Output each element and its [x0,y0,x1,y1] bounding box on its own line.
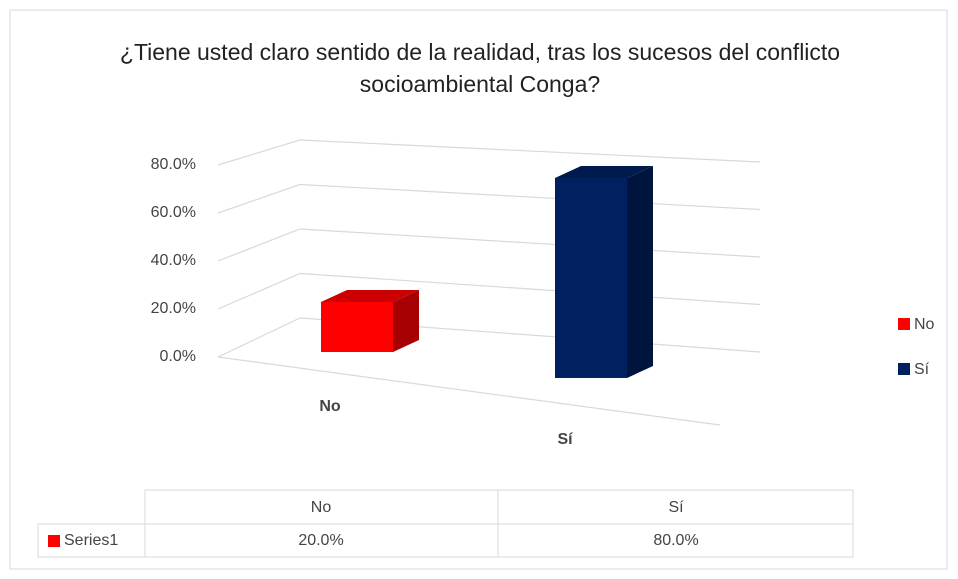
y-tick-label: 20.0% [151,300,196,317]
bar [555,177,627,378]
grid-line [217,139,761,166]
bar-top [555,165,653,178]
legend-key [898,318,910,330]
x-tick-label: Sí [557,431,573,448]
table-legend-key [48,535,60,547]
legend-key [898,363,910,375]
legend-label: Sí [914,361,930,378]
table-header-label: Sí [668,499,684,516]
table-value: 20.0% [298,532,343,549]
bar-side [627,165,653,378]
floor-edge [217,356,721,426]
bar-side [393,290,419,352]
table-row [37,523,854,558]
table-header-label: No [311,499,332,516]
x-tick-label: No [319,398,341,415]
y-tick-label: 40.0% [151,252,196,269]
table-series-name: Series1 [64,532,118,549]
y-tick-label: 80.0% [151,156,196,173]
chart-title: ¿Tiene usted claro sentido de la realida… [119,39,841,97]
bar [321,302,393,352]
y-tick-label: 60.0% [151,204,196,221]
legend-label: No [914,316,935,333]
y-tick-label: 0.0% [160,348,196,365]
chart-border [9,9,948,570]
table-value: 80.0% [653,532,698,549]
bar-top [321,290,419,302]
